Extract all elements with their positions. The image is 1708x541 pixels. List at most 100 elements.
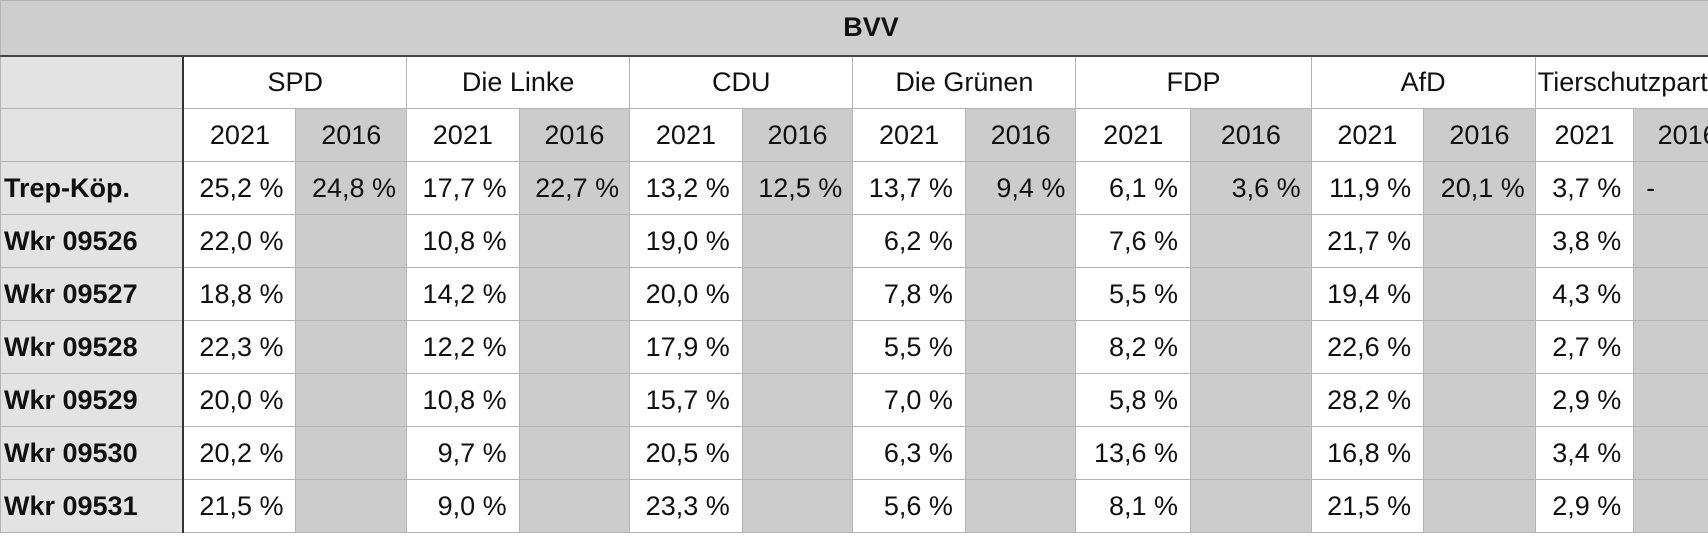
party-header[interactable]: Die Grünen — [852, 55, 1077, 109]
value-cell[interactable]: 22,6 % — [1310, 320, 1425, 374]
value-cell[interactable] — [1423, 426, 1536, 480]
value-cell[interactable] — [1423, 214, 1536, 268]
value-cell[interactable]: 6,1 % — [1075, 161, 1191, 215]
year-header[interactable]: 2016 — [1190, 108, 1312, 162]
value-cell[interactable]: 17,7 % — [406, 161, 520, 215]
value-cell[interactable]: 24,8 % — [295, 161, 408, 215]
row-label[interactable]: Wkr 09531 — [0, 479, 185, 533]
value-cell[interactable]: 14,2 % — [406, 267, 520, 321]
value-cell[interactable]: 28,2 % — [1310, 373, 1425, 427]
row-label[interactable]: Wkr 09527 — [0, 267, 185, 321]
row-label[interactable]: Wkr 09528 — [0, 320, 185, 374]
value-cell[interactable]: 3,4 % — [1534, 426, 1635, 480]
year-header[interactable]: 2021 — [1075, 108, 1191, 162]
value-cell[interactable]: 11,9 % — [1310, 161, 1425, 215]
value-cell[interactable] — [964, 267, 1077, 321]
value-cell[interactable]: - — [1633, 161, 1708, 215]
value-cell[interactable]: 7,6 % — [1075, 214, 1191, 268]
value-cell[interactable] — [741, 267, 854, 321]
value-cell[interactable] — [518, 373, 631, 427]
value-cell[interactable] — [295, 373, 408, 427]
value-cell[interactable] — [1190, 479, 1312, 533]
value-cell[interactable] — [518, 426, 631, 480]
party-header[interactable]: SPD — [182, 55, 408, 109]
row-label[interactable]: Wkr 09529 — [0, 373, 185, 427]
value-cell[interactable] — [1633, 426, 1708, 480]
corner-cell[interactable] — [0, 55, 185, 109]
value-cell[interactable]: 18,8 % — [182, 267, 297, 321]
year-header[interactable]: 2021 — [852, 108, 966, 162]
value-cell[interactable] — [741, 373, 854, 427]
value-cell[interactable] — [1423, 479, 1536, 533]
year-header[interactable]: 2016 — [295, 108, 408, 162]
party-header[interactable]: Tierschutzpartei — [1534, 55, 1708, 109]
year-header[interactable]: 2016 — [1423, 108, 1536, 162]
value-cell[interactable] — [295, 267, 408, 321]
value-cell[interactable] — [1423, 320, 1536, 374]
year-header[interactable]: 2016 — [1633, 108, 1708, 162]
value-cell[interactable] — [1190, 267, 1312, 321]
party-header[interactable]: AfD — [1310, 55, 1536, 109]
value-cell[interactable]: 5,5 % — [852, 320, 966, 374]
year-header[interactable]: 2021 — [182, 108, 297, 162]
value-cell[interactable]: 12,5 % — [741, 161, 854, 215]
value-cell[interactable]: 3,7 % — [1534, 161, 1635, 215]
value-cell[interactable]: 7,0 % — [852, 373, 966, 427]
value-cell[interactable]: 10,8 % — [406, 373, 520, 427]
year-header[interactable]: 2021 — [406, 108, 520, 162]
value-cell[interactable]: 19,4 % — [1310, 267, 1425, 321]
value-cell[interactable] — [295, 479, 408, 533]
value-cell[interactable] — [295, 320, 408, 374]
party-header[interactable]: Die Linke — [406, 55, 631, 109]
value-cell[interactable] — [295, 214, 408, 268]
value-cell[interactable]: 22,7 % — [518, 161, 631, 215]
value-cell[interactable] — [1190, 320, 1312, 374]
value-cell[interactable] — [1633, 214, 1708, 268]
value-cell[interactable] — [518, 267, 631, 321]
value-cell[interactable]: 20,0 % — [182, 373, 297, 427]
year-header[interactable]: 2016 — [741, 108, 854, 162]
value-cell[interactable]: 5,8 % — [1075, 373, 1191, 427]
value-cell[interactable]: 17,9 % — [629, 320, 743, 374]
row-label[interactable]: Trep-Köp. — [0, 161, 185, 215]
value-cell[interactable]: 12,2 % — [406, 320, 520, 374]
value-cell[interactable] — [964, 426, 1077, 480]
value-cell[interactable]: 21,5 % — [182, 479, 297, 533]
value-cell[interactable]: 9,0 % — [406, 479, 520, 533]
value-cell[interactable] — [1423, 373, 1536, 427]
value-cell[interactable]: 13,7 % — [852, 161, 966, 215]
value-cell[interactable]: 22,3 % — [182, 320, 297, 374]
value-cell[interactable]: 25,2 % — [182, 161, 297, 215]
value-cell[interactable] — [964, 373, 1077, 427]
row-label[interactable]: Wkr 09526 — [0, 214, 185, 268]
value-cell[interactable] — [964, 320, 1077, 374]
party-header[interactable]: CDU — [629, 55, 854, 109]
table-title[interactable]: BVV — [0, 0, 1708, 57]
value-cell[interactable] — [295, 426, 408, 480]
value-cell[interactable] — [1423, 267, 1536, 321]
value-cell[interactable]: 16,8 % — [1310, 426, 1425, 480]
value-cell[interactable]: 22,0 % — [182, 214, 297, 268]
value-cell[interactable] — [518, 479, 631, 533]
value-cell[interactable]: 6,2 % — [852, 214, 966, 268]
value-cell[interactable]: 5,6 % — [852, 479, 966, 533]
value-cell[interactable] — [1190, 373, 1312, 427]
value-cell[interactable]: 20,5 % — [629, 426, 743, 480]
value-cell[interactable]: 6,3 % — [852, 426, 966, 480]
value-cell[interactable]: 15,7 % — [629, 373, 743, 427]
year-header[interactable]: 2016 — [518, 108, 631, 162]
value-cell[interactable] — [1633, 320, 1708, 374]
value-cell[interactable] — [1190, 214, 1312, 268]
value-cell[interactable] — [741, 479, 854, 533]
value-cell[interactable] — [741, 214, 854, 268]
value-cell[interactable] — [518, 214, 631, 268]
value-cell[interactable] — [518, 320, 631, 374]
value-cell[interactable] — [1633, 267, 1708, 321]
year-header[interactable]: 2021 — [629, 108, 743, 162]
year-header[interactable]: 2021 — [1534, 108, 1635, 162]
value-cell[interactable]: 2,9 % — [1534, 479, 1635, 533]
party-header[interactable]: FDP — [1075, 55, 1312, 109]
value-cell[interactable] — [1190, 426, 1312, 480]
value-cell[interactable]: 13,6 % — [1075, 426, 1191, 480]
value-cell[interactable]: 21,5 % — [1310, 479, 1425, 533]
